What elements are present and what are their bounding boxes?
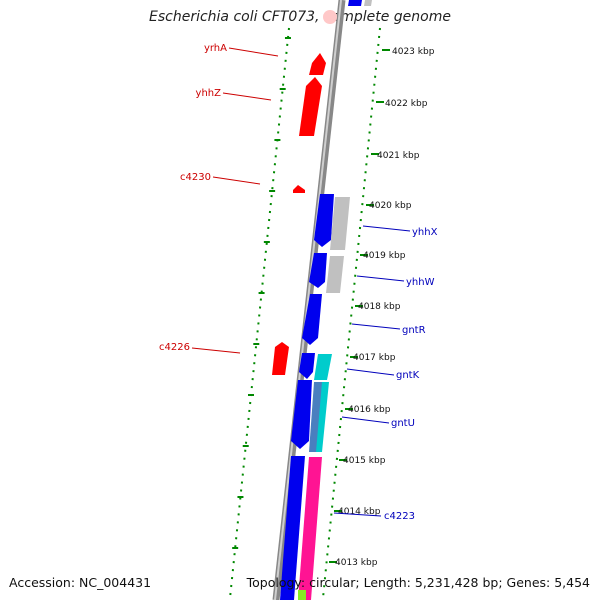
magenta-feature xyxy=(298,457,322,600)
gray-feature-yhhW xyxy=(326,256,344,293)
backbone-start-marker xyxy=(323,10,337,24)
scale-label-4018: 4018 kbp xyxy=(358,302,401,312)
genome-stats-label: Topology: circular; Length: 5,231,428 bp… xyxy=(246,575,590,590)
gene-c4223-block xyxy=(280,456,305,600)
leader-line-yhhX xyxy=(362,225,411,232)
scale-label-4019: 4019 kbp xyxy=(363,251,406,261)
gene-label-yhhW[interactable]: yhhW xyxy=(406,277,435,288)
gene-label-c4230[interactable]: c4230 xyxy=(180,172,211,183)
reverse-gene-top-1 xyxy=(348,0,362,6)
map-title: Escherichia coli CFT073, complete genome xyxy=(149,9,451,25)
leader-line-yhhW xyxy=(356,275,405,282)
leader-line-c4223 xyxy=(333,512,382,517)
gene-gntU-arrow xyxy=(291,380,312,449)
gene-yhhX-arrow xyxy=(314,194,334,247)
leader-line-gntR xyxy=(351,323,401,330)
gray-feature-top xyxy=(364,0,372,6)
leader-line-yrhA xyxy=(228,47,279,57)
genome-backbone-highlight xyxy=(274,0,342,600)
scale-label-4020: 4020 kbp xyxy=(369,201,412,211)
green-feature-bottom xyxy=(298,590,306,600)
gray-feature-yhhX xyxy=(330,197,350,250)
scale-label-4017: 4017 kbp xyxy=(353,353,396,363)
gene-label-yrhA[interactable]: yrhA xyxy=(204,43,227,54)
gene-yrhA-arrow xyxy=(309,53,326,75)
scale-label-4013: 4013 kbp xyxy=(335,558,378,568)
leader-line-gntU xyxy=(341,416,390,424)
cyan-feature-gntU xyxy=(316,382,329,452)
leader-line-c4230 xyxy=(212,176,261,185)
gene-gntK-arrow xyxy=(299,353,315,379)
gene-label-c4226[interactable]: c4226 xyxy=(159,342,190,353)
leader-line-yhhZ xyxy=(222,92,272,101)
gene-label-yhhX[interactable]: yhhX xyxy=(412,227,438,238)
left-tick-marks xyxy=(232,37,291,549)
gene-label-yhhZ[interactable]: yhhZ xyxy=(196,88,222,99)
outer-tick-track-left xyxy=(229,27,290,599)
gene-gntR-arrow xyxy=(302,294,322,345)
scale-label-4021: 4021 kbp xyxy=(377,151,420,161)
steel-feature-gntU xyxy=(309,382,324,452)
scale-label-4022: 4022 kbp xyxy=(385,99,428,109)
gene-label-gntR[interactable]: gntR xyxy=(402,325,426,336)
scale-tick-marks xyxy=(329,49,390,563)
cyan-feature-gntK xyxy=(314,354,332,380)
scale-label-4014: 4014 kbp xyxy=(338,507,381,517)
gene-c4230-arrow xyxy=(293,185,305,193)
gene-label-gntU[interactable]: gntU xyxy=(391,418,415,429)
gene-yhhZ-arrow xyxy=(299,77,322,136)
scale-label-4016: 4016 kbp xyxy=(348,405,391,415)
scale-label-4023: 4023 kbp xyxy=(392,47,435,57)
gene-label-gntK[interactable]: gntK xyxy=(396,370,420,381)
scale-label-4015: 4015 kbp xyxy=(343,456,386,466)
gene-c4226-arrow xyxy=(272,342,289,375)
gene-label-c4223[interactable]: c4223 xyxy=(384,511,415,522)
accession-label: Accession: NC_004431 xyxy=(9,575,152,590)
leader-line-gntK xyxy=(346,368,395,376)
gene-yhhW-arrow xyxy=(309,253,327,288)
leader-line-c4226 xyxy=(191,347,241,354)
